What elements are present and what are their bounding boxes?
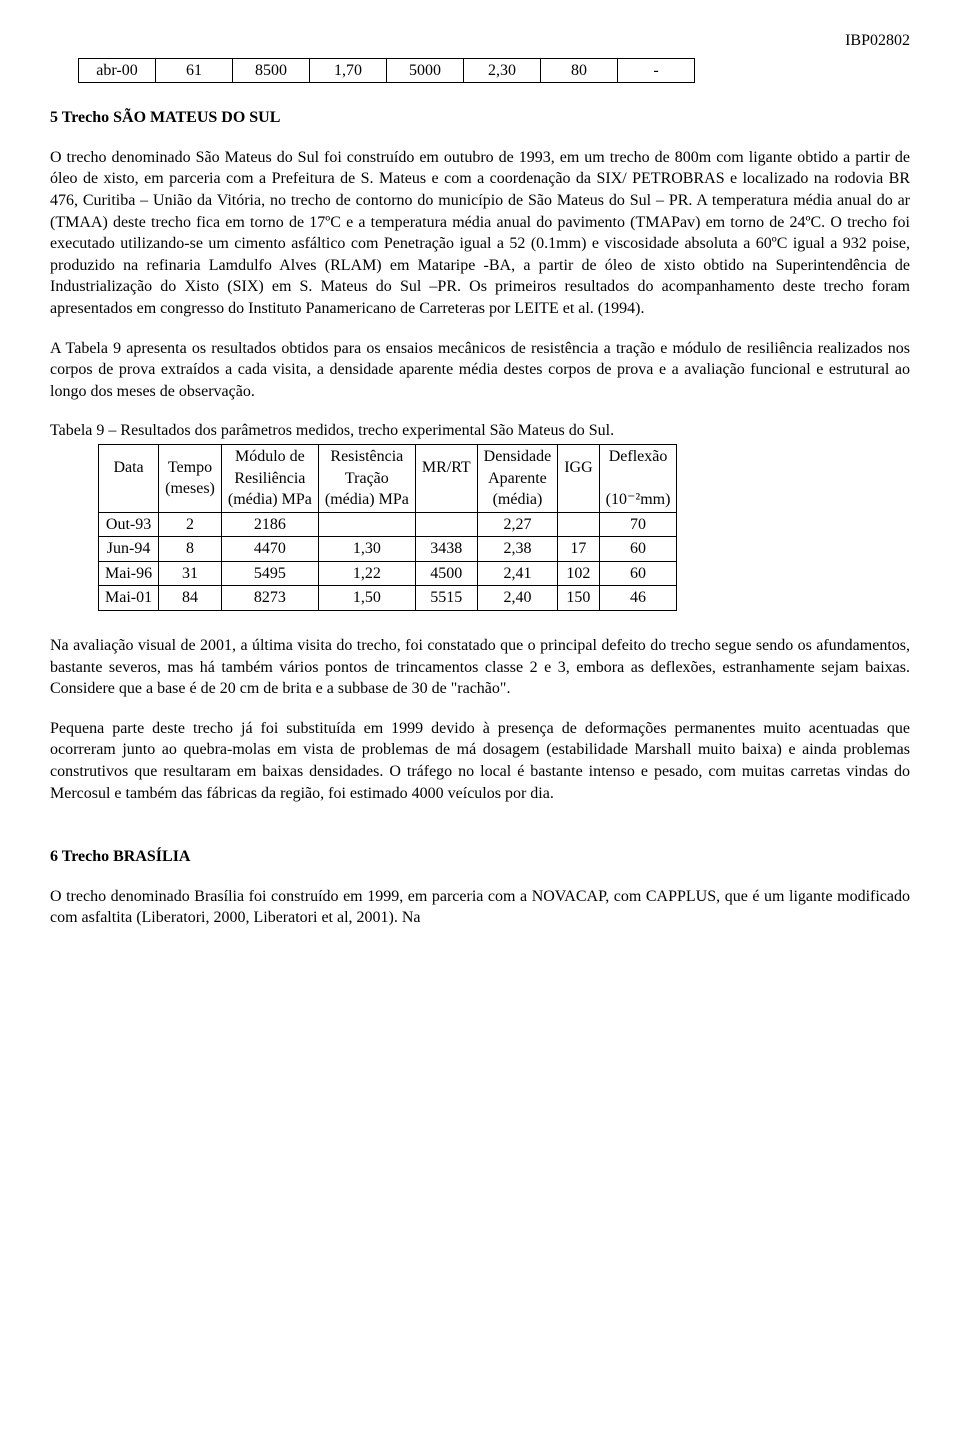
cell: 61 — [156, 58, 233, 83]
col-modulo: Módulo de Resiliência (média) MPa — [221, 444, 318, 512]
table-row: Out-93 2 2186 2,27 70 — [99, 512, 677, 537]
cell: 102 — [558, 561, 599, 586]
cell: 2186 — [221, 512, 318, 537]
cell: 2 — [159, 512, 222, 537]
cell: 2,30 — [464, 58, 541, 83]
cell: abr-00 — [79, 58, 156, 83]
cell: 2,38 — [477, 537, 558, 562]
para-section5-2: A Tabela 9 apresenta os resultados obtid… — [50, 338, 910, 403]
cell: 5000 — [387, 58, 464, 83]
table-row: Mai-01 84 8273 1,50 5515 2,40 150 46 — [99, 586, 677, 611]
col-tempo: Tempo (meses) — [159, 444, 222, 512]
cell: 4500 — [415, 561, 477, 586]
cell: 2,41 — [477, 561, 558, 586]
cell: 3438 — [415, 537, 477, 562]
col-mrrt: MR/RT — [415, 444, 477, 512]
table9-caption: Tabela 9 – Resultados dos parâmetros med… — [50, 420, 910, 442]
cell: Jun-94 — [99, 537, 159, 562]
section5-heading: 5 Trecho SÃO MATEUS DO SUL — [50, 107, 910, 129]
table-row: abr-00 61 8500 1,70 5000 2,30 80 - — [79, 58, 695, 83]
cell: 8273 — [221, 586, 318, 611]
cell: 2,27 — [477, 512, 558, 537]
cell: Mai-96 — [99, 561, 159, 586]
cell: 2,40 — [477, 586, 558, 611]
table-row: Mai-96 31 5495 1,22 4500 2,41 102 60 — [99, 561, 677, 586]
cell: 1,70 — [310, 58, 387, 83]
cell — [415, 512, 477, 537]
table-small: abr-00 61 8500 1,70 5000 2,30 80 - — [78, 58, 695, 84]
table9: Data Tempo (meses) Módulo de Resiliência… — [98, 444, 677, 611]
cell — [318, 512, 415, 537]
cell: 1,22 — [318, 561, 415, 586]
cell: 70 — [599, 512, 677, 537]
cell: 5515 — [415, 586, 477, 611]
document-id: IBP02802 — [50, 30, 910, 52]
cell: Mai-01 — [99, 586, 159, 611]
cell: 60 — [599, 561, 677, 586]
col-densidade: Densidade Aparente (média) — [477, 444, 558, 512]
col-igg: IGG — [558, 444, 599, 512]
table-header-row: Data Tempo (meses) Módulo de Resiliência… — [99, 444, 677, 512]
para-eval-2001: Na avaliação visual de 2001, a última vi… — [50, 635, 910, 700]
para-section5-1: O trecho denominado São Mateus do Sul fo… — [50, 147, 910, 320]
cell: Out-93 — [99, 512, 159, 537]
cell: 46 — [599, 586, 677, 611]
cell: 8 — [159, 537, 222, 562]
cell: 84 — [159, 586, 222, 611]
col-data: Data — [99, 444, 159, 512]
col-resistencia: Resistência Tração (média) MPa — [318, 444, 415, 512]
cell: 17 — [558, 537, 599, 562]
cell — [558, 512, 599, 537]
cell: 1,30 — [318, 537, 415, 562]
col-deflexao: Deflexão (10⁻²mm) — [599, 444, 677, 512]
table-row: Jun-94 8 4470 1,30 3438 2,38 17 60 — [99, 537, 677, 562]
cell: 31 — [159, 561, 222, 586]
cell: 1,50 — [318, 586, 415, 611]
para-subst-1999: Pequena parte deste trecho já foi substi… — [50, 718, 910, 804]
cell: - — [618, 58, 695, 83]
para-section6-1: O trecho denominado Brasília foi constru… — [50, 886, 910, 929]
cell: 80 — [541, 58, 618, 83]
cell: 4470 — [221, 537, 318, 562]
section6-heading: 6 Trecho BRASÍLIA — [50, 846, 910, 868]
cell: 5495 — [221, 561, 318, 586]
cell: 60 — [599, 537, 677, 562]
cell: 8500 — [233, 58, 310, 83]
cell: 150 — [558, 586, 599, 611]
